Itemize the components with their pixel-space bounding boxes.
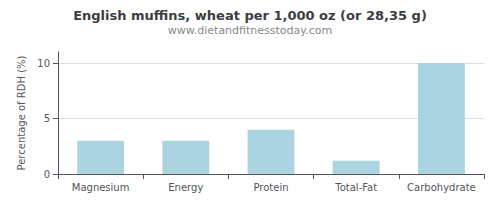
svg-text:10: 10 bbox=[37, 58, 50, 69]
svg-text:0: 0 bbox=[44, 169, 50, 180]
svg-text:Protein: Protein bbox=[253, 182, 288, 193]
svg-text:Percentage of RDH (%): Percentage of RDH (%) bbox=[16, 55, 27, 170]
svg-text:Carbohydrate: Carbohydrate bbox=[407, 182, 476, 193]
svg-text:Total-Fat: Total-Fat bbox=[334, 182, 377, 193]
svg-text:English muffins, wheat per 1,0: English muffins, wheat per 1,000 oz (or … bbox=[73, 8, 427, 23]
svg-text:5: 5 bbox=[44, 113, 50, 124]
svg-text:Energy: Energy bbox=[168, 182, 203, 193]
svg-text:Magnesium: Magnesium bbox=[72, 182, 130, 193]
svg-text:www.dietandfitnesstoday.com: www.dietandfitnesstoday.com bbox=[168, 24, 332, 37]
